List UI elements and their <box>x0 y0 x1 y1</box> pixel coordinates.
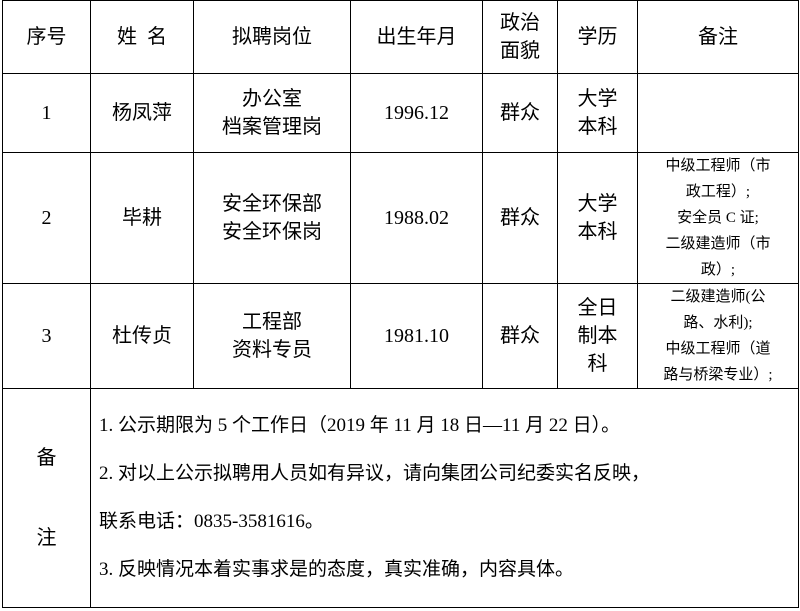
note-line: 1. 公示期限为 5 个工作日（2019 年 11 月 18 日—11 月 22… <box>99 415 621 436</box>
cell-education: 大学 本科 <box>557 73 638 153</box>
cell-position: 办公室 档案管理岗 <box>193 73 351 153</box>
cell-birth: 1996.12 <box>350 73 483 153</box>
header-remark: 备注 <box>637 0 799 74</box>
remark-line: 政）; <box>700 262 736 278</box>
cell-remark: 二级建造师(公 路、水利); 中级工程师（道 路与桥梁专业）; <box>637 283 799 389</box>
cell-no: 1 <box>2 73 91 153</box>
cell-education: 全日 制本科 <box>557 283 638 389</box>
header-position: 拟聘岗位 <box>193 0 351 74</box>
remark-line: 二级建造师（市 <box>665 236 771 252</box>
cell-education: 大学 本科 <box>557 152 638 284</box>
cell-position: 工程部 资料专员 <box>193 283 351 389</box>
remark-line: 二级建造师(公 <box>670 289 766 305</box>
education-line: 本科 <box>577 116 618 138</box>
education-line: 大学 <box>577 193 618 215</box>
position-line: 安全环保部 <box>222 193 322 215</box>
education-line: 大学 <box>577 88 618 110</box>
cell-remark: 中级工程师（市 政工程）; 安全员 C 证; 二级建造师（市 政）; <box>637 152 799 284</box>
education-line: 全日 <box>577 297 618 319</box>
cell-birth: 1981.10 <box>350 283 483 389</box>
position-line: 工程部 <box>242 311 302 333</box>
cell-birth: 1988.02 <box>350 152 483 284</box>
cell-name: 杨凤萍 <box>90 73 194 153</box>
note-line: 3. 反映情况本着实事求是的态度，真实准确，内容具体。 <box>99 559 575 580</box>
position-line: 资料专员 <box>232 339 312 361</box>
remark-line: 安全员 C 证; <box>677 210 759 226</box>
table-row: 3 杜传贞 工程部资料专员 1981.10 群众 全日制本科 二级建造师(公 路、… <box>2 283 799 389</box>
position-line: 办公室 <box>242 88 302 110</box>
header-no: 序号 <box>2 0 91 74</box>
header-political: 政治 面貌 <box>482 0 558 74</box>
position-line: 档案管理岗 <box>222 116 322 138</box>
cell-political: 群众 <box>482 283 558 389</box>
notes-content: 1. 公示期限为 5 个工作日（2019 年 11 月 18 日—11 月 22… <box>90 388 799 608</box>
cell-no: 3 <box>2 283 91 389</box>
education-line: 科 <box>587 353 608 375</box>
note-line: 2. 对以上公示拟聘用人员如有异议，请向集团公司纪委实名反映， <box>99 463 651 484</box>
cell-political: 群众 <box>482 73 558 153</box>
cell-remark <box>637 73 799 153</box>
header-name: 姓 名 <box>90 0 194 74</box>
remark-line: 中级工程师（市 <box>665 158 771 174</box>
remark-line: 中级工程师（道 <box>665 341 771 357</box>
cell-name: 杜传贞 <box>90 283 194 389</box>
education-line: 本科 <box>577 221 618 243</box>
note-line: 联系电话：0835-3581616。 <box>99 511 324 532</box>
table-row: 1 杨凤萍 办公室档案管理岗 1996.12 群众 大学本科 <box>2 73 799 153</box>
table-row: 2 毕耕 安全环保部安全环保岗 1988.02 群众 大学本科 中级工程师（市政… <box>2 152 799 284</box>
notes-label-char: 备 <box>36 447 57 469</box>
remark-line: 路与桥梁专业）; <box>663 367 773 383</box>
cell-name: 毕耕 <box>90 152 194 284</box>
cell-position: 安全环保部安全环保岗 <box>193 152 351 284</box>
notes-row: 备注 1. 公示期限为 5 个工作日（2019 年 11 月 18 日—11 月… <box>2 388 799 608</box>
remark-line: 路、水利); <box>683 315 753 331</box>
header-row: 序号 姓 名 拟聘岗位 出生年月 政治 面貌 学历 备注 <box>2 0 799 74</box>
header-education: 学历 <box>557 0 638 74</box>
header-birth: 出生年月 <box>350 0 483 74</box>
notes-label-char: 注 <box>36 527 57 549</box>
cell-political: 群众 <box>482 152 558 284</box>
remark-line: 政工程）; <box>685 184 751 200</box>
education-line: 制本 <box>577 325 618 347</box>
notes-label: 备注 <box>2 388 91 608</box>
cell-no: 2 <box>2 152 91 284</box>
position-line: 安全环保岗 <box>222 221 322 243</box>
